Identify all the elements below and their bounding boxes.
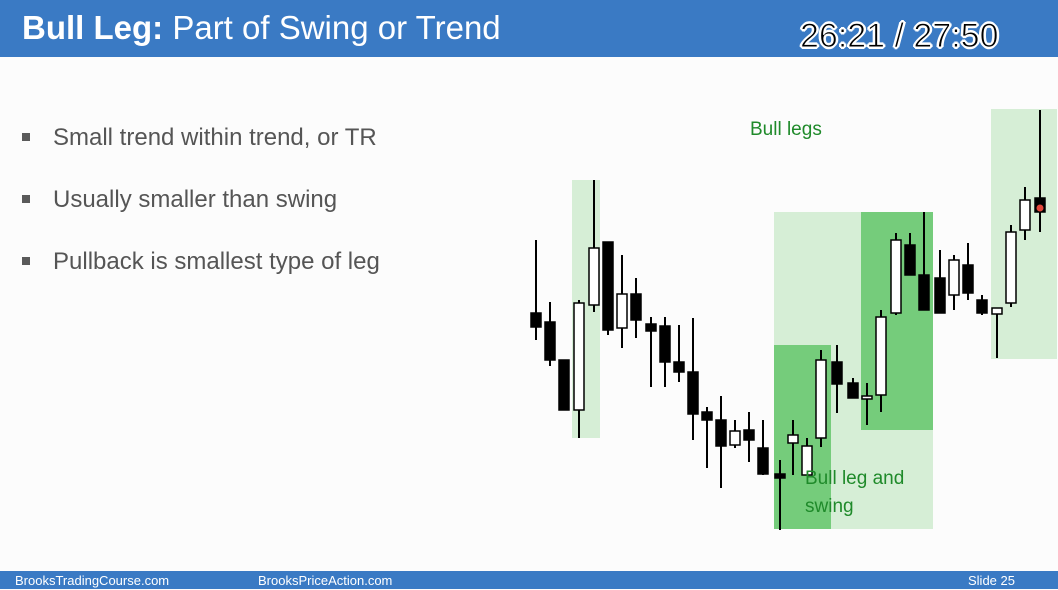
- bear-candle: [934, 277, 946, 314]
- bull-candle: [875, 316, 887, 396]
- bullet-text: Small trend within trend, or TR: [53, 124, 377, 151]
- bear-candle: [602, 241, 614, 331]
- bull-leg-and-swing-label-line2: swing: [805, 496, 854, 517]
- slide-header: Bull Leg: Part of Swing or Trend: [0, 0, 1058, 57]
- bull-candle: [948, 259, 960, 296]
- bear-candle: [687, 371, 699, 415]
- bullet-square-icon: [22, 195, 30, 203]
- bear-candle: [630, 293, 642, 321]
- bull-candle: [801, 445, 813, 476]
- bear-candle: [715, 419, 727, 447]
- price-marker-icon: [1036, 204, 1044, 212]
- video-timer: 26:21 / 27:50: [800, 17, 1000, 56]
- bull-candle: [573, 302, 585, 411]
- bull-candle: [890, 239, 902, 314]
- bull-candle: [616, 293, 628, 329]
- bear-candle: [831, 361, 843, 385]
- bull-leg-and-swing-label-line1: Bull leg and: [805, 468, 904, 489]
- candlestick-chart: Bull legs Bull leg and swing: [530, 109, 1057, 530]
- bullet-square-icon: [22, 133, 30, 141]
- bull-candle: [787, 434, 799, 444]
- bear-candle: [962, 264, 974, 294]
- bull-candle: [729, 430, 741, 446]
- bear-candle: [847, 382, 859, 399]
- bull-legs-label: Bull legs: [750, 119, 822, 140]
- slide-title-rest: Part of Swing or Trend: [163, 9, 501, 46]
- footer-site-left: BrooksTradingCourse.com: [15, 573, 170, 588]
- slide-number: Slide 25: [968, 573, 1015, 588]
- bear-candle: [774, 473, 786, 479]
- bear-candle: [558, 359, 570, 411]
- bull-candle: [815, 359, 827, 439]
- bear-candle: [743, 429, 755, 441]
- bear-candle: [918, 274, 930, 311]
- candles: [530, 110, 1046, 530]
- bullet-text: Usually smaller than swing: [53, 186, 338, 213]
- bear-candle: [659, 325, 671, 363]
- bear-candle: [673, 361, 685, 373]
- bullet-text: Pullback is smallest type of leg: [53, 248, 380, 275]
- bull-candle: [861, 395, 873, 400]
- slide-footer: BrooksTradingCourse.com BrooksPriceActio…: [0, 571, 1058, 589]
- bear-candle: [976, 299, 988, 314]
- bear-candle: [904, 244, 916, 276]
- footer-site-center: BrooksPriceAction.com: [258, 573, 393, 588]
- bull-candle: [1019, 199, 1031, 231]
- bullet-square-icon: [22, 257, 30, 265]
- slide-title: Bull Leg: Part of Swing or Trend: [22, 8, 501, 48]
- bull-candle: [588, 247, 600, 306]
- bear-candle: [757, 447, 769, 475]
- slide-title-bold: Bull Leg:: [22, 9, 164, 46]
- bear-candle: [701, 411, 713, 421]
- bear-candle: [544, 321, 556, 361]
- bear-candle: [645, 323, 657, 332]
- bull-candle: [991, 307, 1003, 315]
- bear-candle: [530, 312, 542, 328]
- bull-candle: [1005, 231, 1017, 304]
